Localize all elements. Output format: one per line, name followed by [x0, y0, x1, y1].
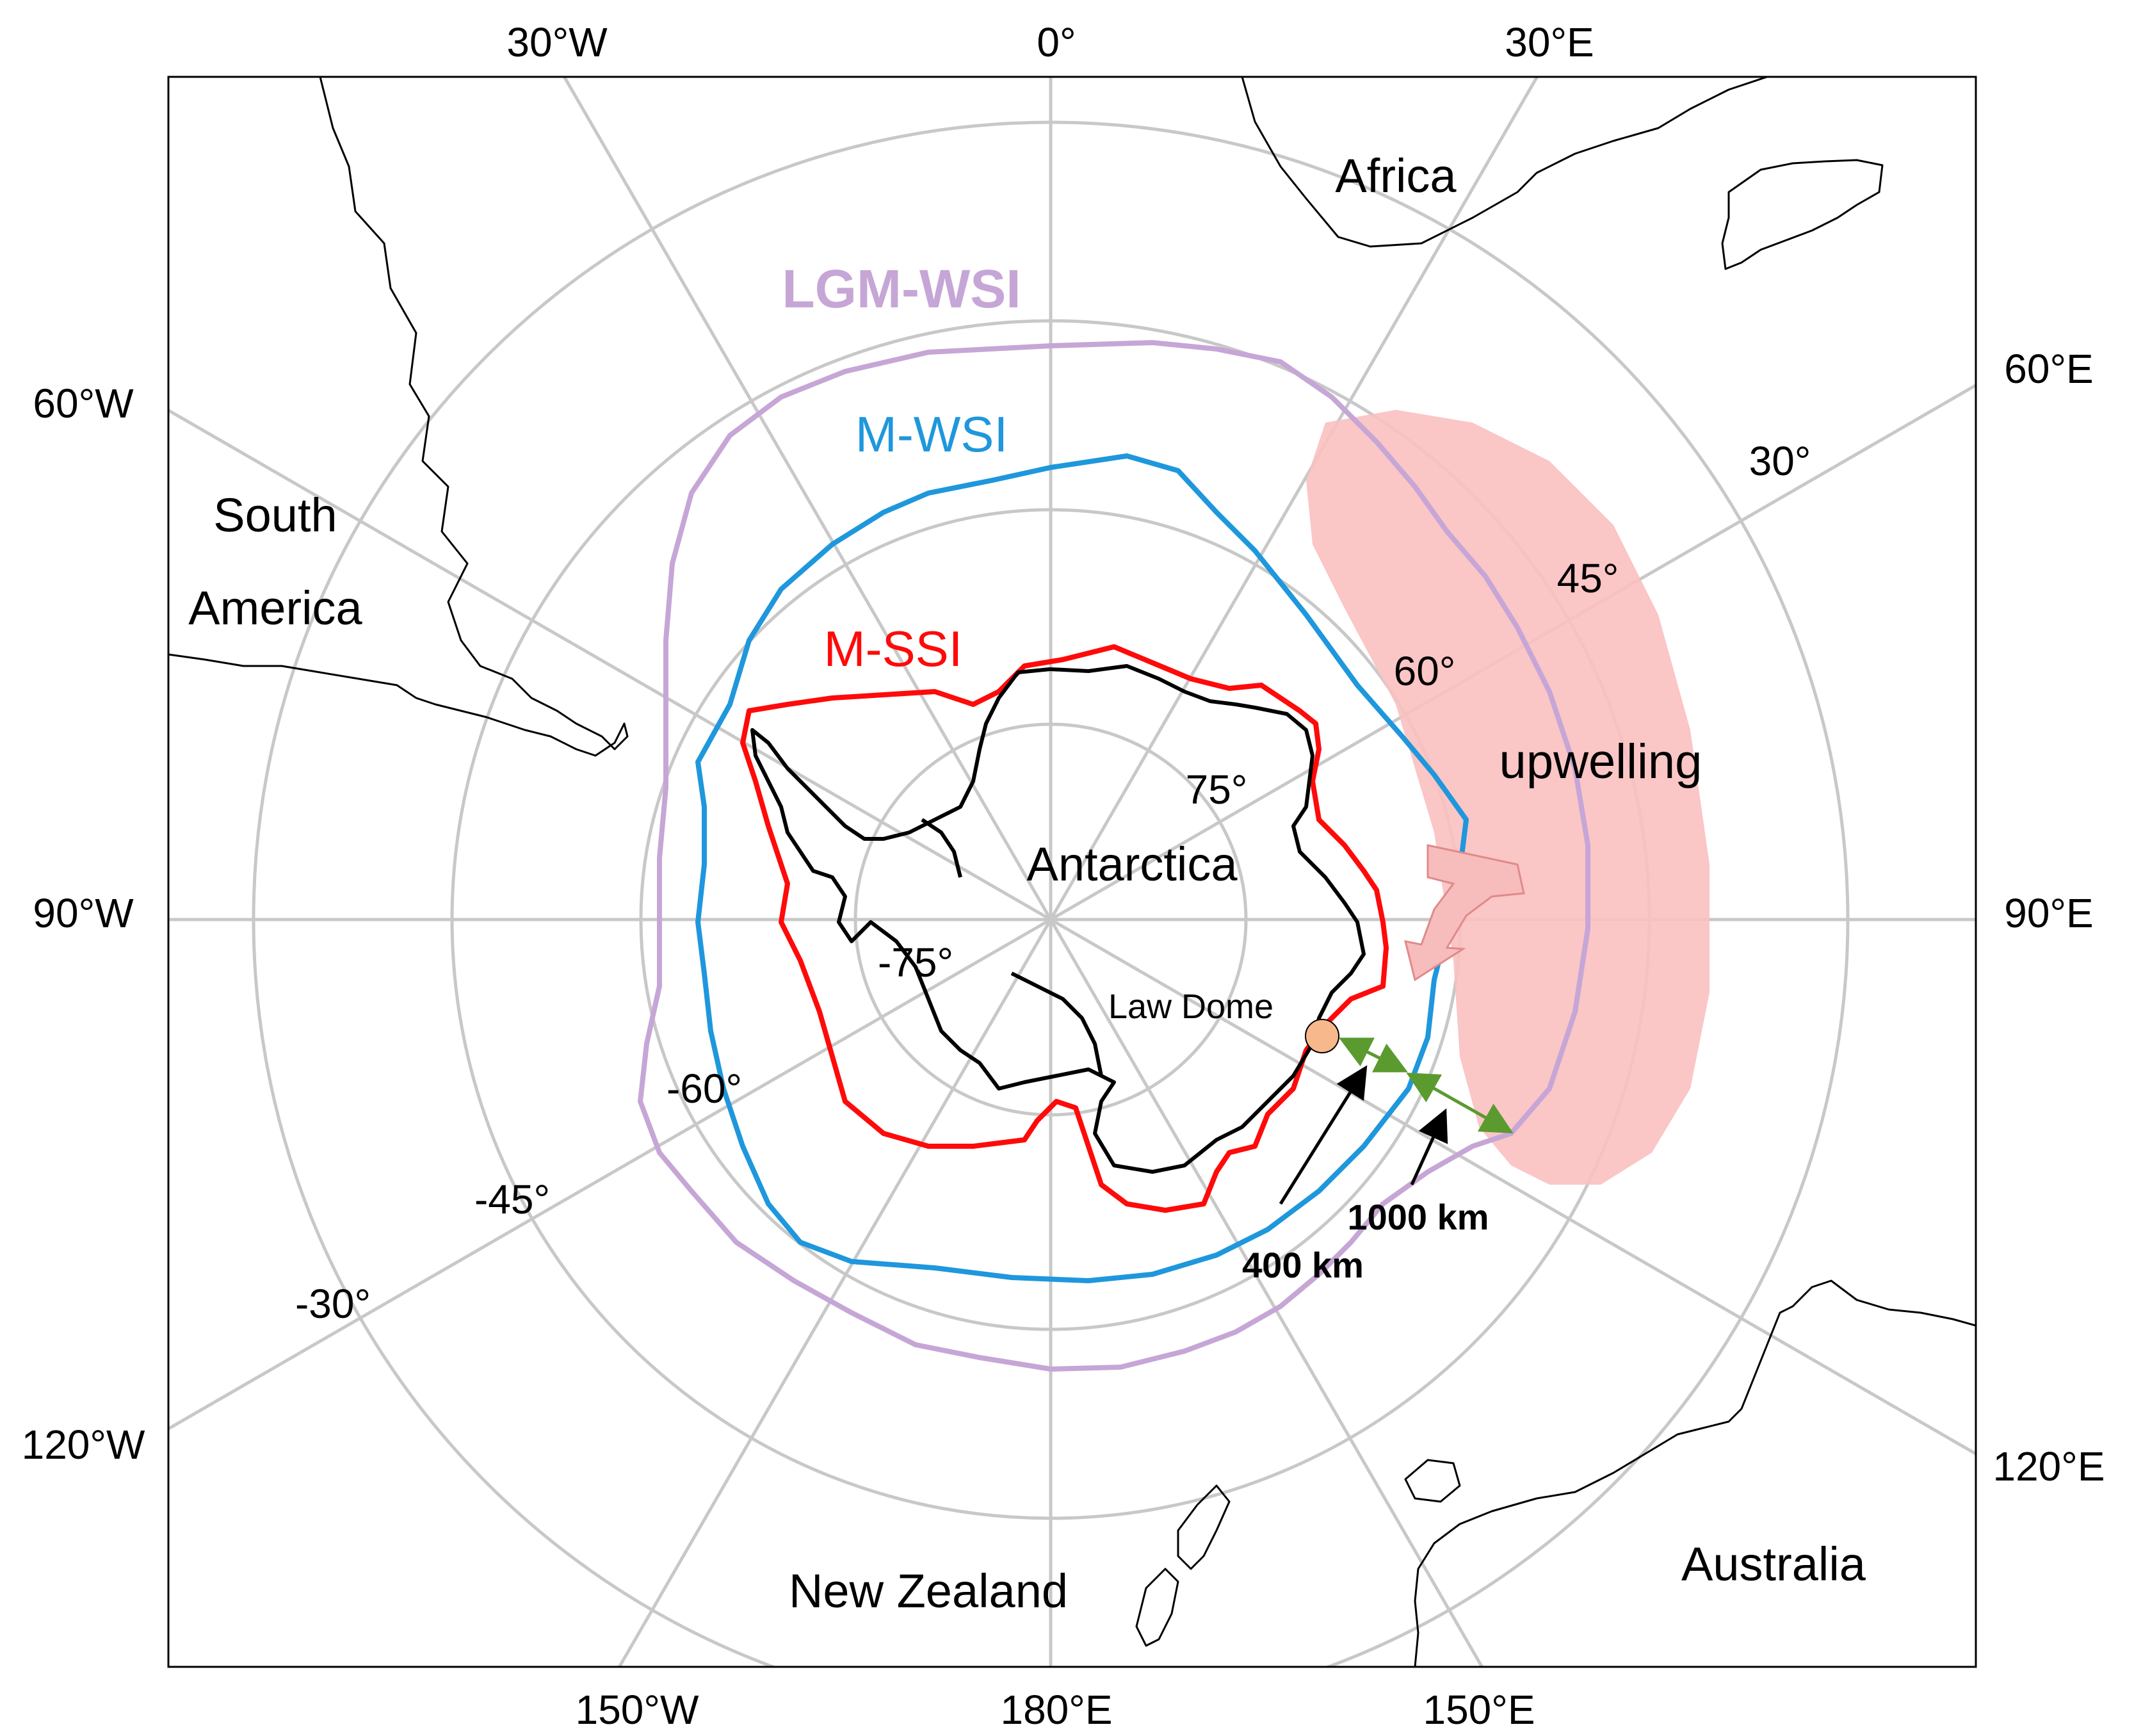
label-law-dome: Law Dome — [1108, 987, 1273, 1026]
label-africa: Africa — [1335, 149, 1457, 202]
meridian-60-opp — [168, 918, 1052, 1431]
lon-label-90w: 90°W — [33, 890, 134, 936]
label-south: South — [213, 489, 337, 542]
new-zealand-north-coastline — [1177, 1484, 1231, 1570]
new-zealand-south-coastline — [1135, 1568, 1179, 1647]
meridian-150w-opp — [1049, 918, 1484, 1667]
south-america-coastline — [168, 77, 629, 757]
meridian-30-opp — [617, 918, 1053, 1667]
lat-label-neg45: -45° — [474, 1176, 550, 1222]
label-australia: Australia — [1681, 1537, 1866, 1591]
lat-label-45: 45° — [1557, 555, 1619, 601]
lon-label-120e: 120°E — [1993, 1443, 2105, 1489]
lon-label-150w: 150°W — [576, 1687, 699, 1733]
lon-label-150e: 150°E — [1423, 1687, 1535, 1733]
law-dome-marker — [1305, 1019, 1339, 1053]
pointer-1000km — [1410, 1108, 1448, 1186]
lat-label-neg75: -75° — [878, 939, 953, 986]
label-lgm-wsi: LGM-WSI — [782, 259, 1021, 319]
label-antarctica: Antarctica — [1026, 838, 1238, 891]
lon-label-60e: 60°E — [2004, 346, 2093, 392]
antarctica-coastline — [750, 664, 1366, 1174]
meridian-30 — [1049, 77, 1539, 921]
ronne-ice-shelf-line — [921, 818, 962, 878]
lon-label-30e: 30°E — [1505, 19, 1594, 65]
meridian-120-opp — [168, 408, 1052, 921]
upwelling-arrow — [1403, 844, 1525, 982]
lon-label-90e: 90°E — [2004, 890, 2093, 936]
pointer-400km — [1279, 1065, 1368, 1205]
m-wsi-line — [695, 453, 1469, 1283]
lon-label-0: 0° — [1037, 19, 1076, 65]
ross-ice-shelf-line — [1010, 971, 1103, 1076]
meridian-150w — [562, 77, 1053, 921]
label-m-ssi: M-SSI — [824, 621, 963, 677]
madagascar-coastline — [1721, 159, 1884, 270]
label-new-zealand: New Zealand — [789, 1564, 1068, 1618]
label-400km: 400 km — [1242, 1245, 1364, 1285]
lon-label-180e: 180°E — [1000, 1687, 1112, 1733]
label-m-wsi: M-WSI — [855, 406, 1008, 462]
lat-label-neg30: -30° — [295, 1281, 371, 1327]
meridian-120 — [1049, 918, 1976, 1456]
label-upwelling: upwelling — [1499, 734, 1702, 789]
lon-label-120w: 120°W — [22, 1422, 145, 1468]
africa-coastline — [1241, 77, 1768, 248]
tasmania-coastline — [1404, 1459, 1461, 1503]
lat-label-30: 30° — [1749, 438, 1811, 484]
distance-arrow-1000km — [1406, 1073, 1514, 1133]
label-1000km: 1000 km — [1347, 1197, 1489, 1237]
lgm-wsi-line — [638, 340, 1590, 1372]
lon-label-60w: 60°W — [33, 380, 134, 426]
lon-label-30w: 30°W — [506, 19, 608, 65]
australia-coastline — [1414, 1279, 1976, 1667]
m-ssi-line — [740, 644, 1389, 1213]
label-america: America — [188, 581, 362, 635]
lat-label-75: 75° — [1186, 767, 1248, 813]
upwelling-region — [1306, 410, 1710, 1185]
distance-arrow-400km — [1339, 1037, 1408, 1073]
map-frame — [167, 76, 1977, 1668]
lat-label-60: 60° — [1394, 648, 1456, 694]
lat-label-neg60: -60° — [667, 1066, 742, 1112]
